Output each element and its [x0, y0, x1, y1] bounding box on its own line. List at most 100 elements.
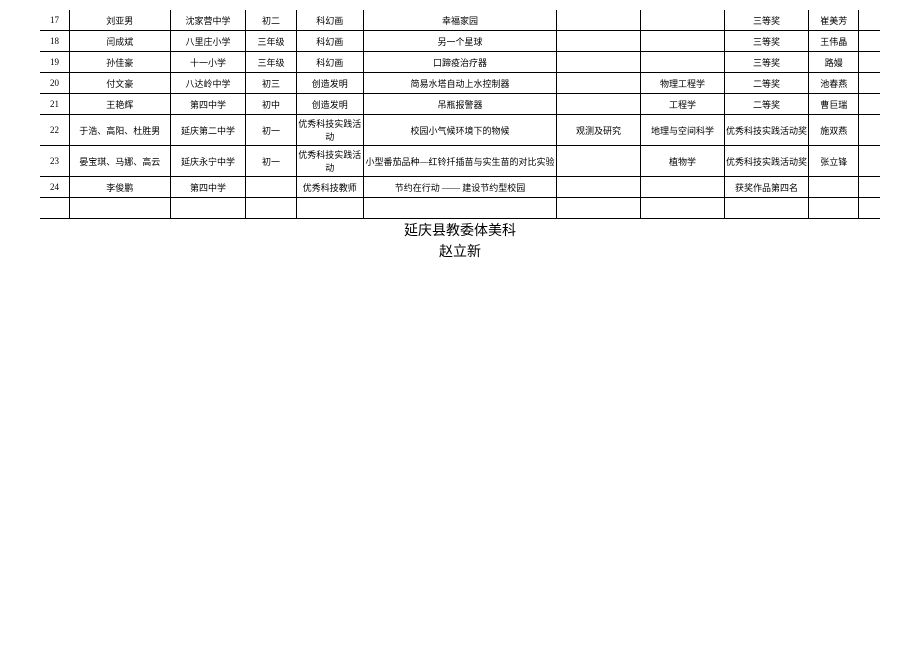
cell-award: 二等奖: [725, 94, 809, 115]
cell-end: [859, 73, 880, 94]
cell-teacher: 施双燕: [809, 115, 859, 146]
footer-block: 延庆县教委体美科 赵立新: [40, 221, 880, 263]
cell-name: 李俊鹏: [69, 177, 170, 198]
cell-name: 付文豪: [69, 73, 170, 94]
cell-grade: 三年级: [246, 31, 296, 52]
cell-cat: 创造发明: [296, 94, 363, 115]
cell-title: 幸福家园: [363, 10, 556, 31]
cell-end: [859, 177, 880, 198]
cell-obs: [557, 52, 641, 73]
cell-award: 获奖作品第四名: [725, 177, 809, 198]
cell-grade: 初中: [246, 94, 296, 115]
cell-idx: 24: [40, 177, 69, 198]
cell-idx: 17: [40, 10, 69, 31]
cell-name: 于浩、高阳、杜胜男: [69, 115, 170, 146]
cell-school: 十一小学: [170, 52, 246, 73]
cell-cat: 优秀科技教师: [296, 177, 363, 198]
cell-obs: [557, 177, 641, 198]
cell-empty: [725, 198, 809, 219]
cell-title: 节约在行动 —— 建设节约型校园: [363, 177, 556, 198]
cell-grade: 初一: [246, 115, 296, 146]
cell-end: [859, 52, 880, 73]
cell-award: 三等奖: [725, 10, 809, 31]
cell-end: [859, 146, 880, 177]
cell-teacher: [809, 177, 859, 198]
cell-empty: [641, 198, 725, 219]
cell-empty: [69, 198, 170, 219]
cell-empty: [40, 198, 69, 219]
cell-teacher: 曹巨瑞: [809, 94, 859, 115]
cell-award: 优秀科技实践活动奖: [725, 115, 809, 146]
cell-title: 口蹄疫治疗器: [363, 52, 556, 73]
cell-award: 二等奖: [725, 73, 809, 94]
cell-school: 延庆第二中学: [170, 115, 246, 146]
cell-empty: [859, 198, 880, 219]
cell-field: [641, 177, 725, 198]
cell-field: 地理与空间科学: [641, 115, 725, 146]
cell-award: 优秀科技实践活动奖: [725, 146, 809, 177]
cell-idx: 21: [40, 94, 69, 115]
cell-school: 沈家营中学: [170, 10, 246, 31]
cell-end: [859, 10, 880, 31]
cell-name: 王艳辉: [69, 94, 170, 115]
cell-title: 简易水塔自动上水控制器: [363, 73, 556, 94]
cell-cat: 科幻画: [296, 31, 363, 52]
cell-obs: [557, 73, 641, 94]
cell-teacher: 张立锋: [809, 146, 859, 177]
cell-end: [859, 94, 880, 115]
cell-grade: 初二: [246, 10, 296, 31]
cell-name: 孙佳豪: [69, 52, 170, 73]
cell-field: 工程学: [641, 94, 725, 115]
cell-cat: 创造发明: [296, 73, 363, 94]
cell-title: 校园小气候环境下的物候: [363, 115, 556, 146]
cell-field: [641, 31, 725, 52]
cell-school: 第四中学: [170, 94, 246, 115]
cell-school: 第四中学: [170, 177, 246, 198]
cell-title: 另一个星球: [363, 31, 556, 52]
cell-idx: 18: [40, 31, 69, 52]
cell-award: 三等奖: [725, 31, 809, 52]
cell-school: 八里庄小学: [170, 31, 246, 52]
cell-obs: [557, 31, 641, 52]
cell-title: 吊瓶报警器: [363, 94, 556, 115]
cell-end: [859, 115, 880, 146]
cell-award: 三等奖: [725, 52, 809, 73]
cell-field: 物理工程学: [641, 73, 725, 94]
cell-field: [641, 52, 725, 73]
cell-obs: [557, 146, 641, 177]
cell-teacher: 路嫚: [809, 52, 859, 73]
cell-cat: 科幻画: [296, 52, 363, 73]
cell-idx: 20: [40, 73, 69, 94]
data-table: 17刘亚男沈家营中学初二科幻画幸福家园三等奖崔美芳18闫成斌八里庄小学三年级科幻…: [40, 10, 880, 219]
cell-idx: 19: [40, 52, 69, 73]
cell-school: 延庆永宁中学: [170, 146, 246, 177]
cell-teacher: 王伟晶: [809, 31, 859, 52]
cell-empty: [170, 198, 246, 219]
cell-cat: 优秀科技实践活动: [296, 115, 363, 146]
cell-field: 植物学: [641, 146, 725, 177]
cell-empty: [246, 198, 296, 219]
cell-obs: [557, 10, 641, 31]
cell-empty: [557, 198, 641, 219]
cell-empty: [809, 198, 859, 219]
cell-teacher: 崔美芳: [809, 10, 859, 31]
cell-obs: 观测及研究: [557, 115, 641, 146]
cell-cat: 科幻画: [296, 10, 363, 31]
footer-name: 赵立新: [40, 242, 880, 263]
cell-grade: 初三: [246, 73, 296, 94]
footer-org: 延庆县教委体美科: [40, 221, 880, 242]
cell-grade: [246, 177, 296, 198]
cell-title: 小型番茄品种—红铃扦插苗与实生苗的对比实验: [363, 146, 556, 177]
cell-obs: [557, 94, 641, 115]
cell-school: 八达岭中学: [170, 73, 246, 94]
cell-grade: 三年级: [246, 52, 296, 73]
cell-field: [641, 10, 725, 31]
cell-empty: [363, 198, 556, 219]
cell-teacher: 池春燕: [809, 73, 859, 94]
cell-end: [859, 31, 880, 52]
cell-idx: 23: [40, 146, 69, 177]
cell-empty: [296, 198, 363, 219]
cell-name: 闫成斌: [69, 31, 170, 52]
cell-idx: 22: [40, 115, 69, 146]
cell-name: 晏宝琪、马娜、高云: [69, 146, 170, 177]
